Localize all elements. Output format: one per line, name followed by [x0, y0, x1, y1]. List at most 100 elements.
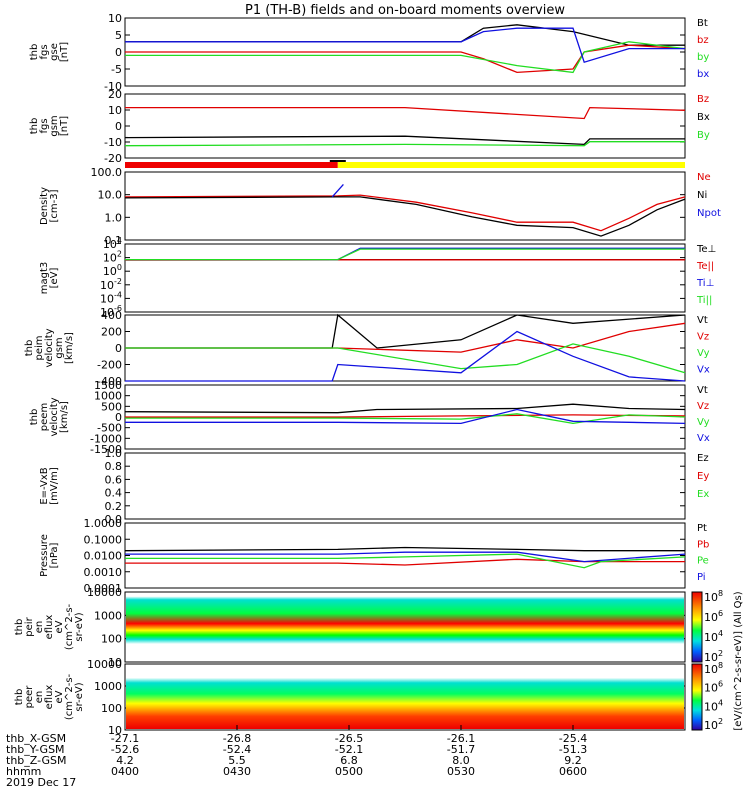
legend-entry: Te||	[696, 261, 714, 272]
x-axis-value: 0600	[559, 765, 587, 778]
y-tick-label: 1.0	[105, 447, 123, 460]
x-axis-value: 0500	[335, 765, 363, 778]
legend-entry: by	[697, 52, 709, 63]
y-tick-label: -20	[104, 152, 122, 165]
panel-peer_spectrogram: 10000 1000 100 10 thbpeerenefluxeV(cm^2-s-sr…	[14, 658, 723, 737]
colorbar-tick-label: 108	[704, 589, 723, 604]
x-axis-value: -25.4	[559, 732, 587, 745]
y-tick-label: 20	[108, 88, 122, 101]
colorbar-tick-label: 104	[704, 698, 723, 713]
y-axis-label: magt3[eV]	[39, 262, 60, 295]
colorbar-label: [eV/(cm^2-s-sr-eV)] (All Qs)	[733, 591, 744, 730]
figure-title: P1 (TH-B) fields and on-board moments ov…	[245, 3, 565, 18]
x-axis-row-label: thb_X-GSM	[6, 732, 66, 745]
legend-entry: Pt	[697, 523, 707, 534]
legend-entry: Vz	[697, 401, 709, 412]
y-tick-label: 0.1	[105, 234, 123, 247]
x-axis-value: 0400	[111, 765, 139, 778]
y-tick-label: 0.8	[105, 460, 123, 473]
series-by	[125, 41, 686, 74]
panel-pressure: 1.0000 0.1000 0.0100 0.0010 0.0001 Pressure[n…	[39, 517, 709, 595]
colorbar-tick-label: 108	[704, 661, 723, 676]
y-tick-label: 10.0	[98, 189, 123, 202]
y-axis-label: Density[cm-3]	[39, 187, 60, 225]
series-Ti||	[125, 248, 685, 261]
y-tick-label: 0.0100	[84, 550, 123, 563]
panel-frame	[124, 663, 686, 731]
legend-entry: Vt	[697, 385, 708, 396]
y-tick-label: 200	[101, 326, 122, 339]
series-Vy	[125, 343, 686, 374]
series-Npot	[331, 183, 344, 198]
y-axis-label: thbpeemvelocity[km/s]	[29, 397, 70, 436]
y-axis-label: thbfgsgse[nT]	[29, 42, 70, 62]
legend-entry: Bt	[697, 18, 708, 29]
y-tick-label: 0	[115, 342, 122, 355]
y-tick-label: 0.1000	[84, 533, 123, 546]
legend-entry: Npot	[697, 208, 721, 219]
x-axis-row-label: 2019 Dec 17	[6, 776, 76, 789]
legend-entry: Vx	[697, 365, 710, 376]
y-tick-label: -1000	[90, 432, 122, 445]
y-tick-label: -400	[97, 375, 122, 388]
legend-entry: Ne	[697, 172, 711, 183]
legend-entry: Vy	[697, 348, 710, 359]
y-tick-label: 0.4	[105, 487, 123, 500]
x-axis-row-label: thb_Y-GSM	[6, 743, 65, 756]
x-axis-value: -27.1	[111, 732, 139, 745]
y-tick-label: 0.2	[105, 500, 123, 513]
panel-fgs_gse: 10 5 0 -5 -10 thbfgsgse[nT] Bt bz by bx	[29, 12, 709, 93]
y-axis-label: Pressure[nPa]	[39, 534, 60, 577]
y-tick-label: 1500	[94, 379, 122, 392]
panel-frame	[124, 243, 686, 313]
y-tick-label: 102	[103, 250, 122, 265]
x-axis-value: 5.5	[228, 754, 246, 767]
y-axis-label: E=-VxB[mV/m]	[39, 467, 60, 505]
y-tick-label: -200	[97, 359, 122, 372]
colorbar-tick-label: 106	[704, 609, 723, 624]
legend-entry: Vy	[697, 417, 710, 428]
series-Vz	[125, 414, 686, 418]
x-axis-value: 9.2	[564, 754, 582, 767]
legend-entry: Ez	[697, 453, 709, 464]
series-Bz	[125, 106, 686, 120]
series-bz	[125, 44, 686, 74]
status-bar-segment	[125, 162, 338, 168]
y-axis-label: thbpeirenefluxeV(cm^2-s-sr-eV)	[14, 603, 85, 650]
colorbar-tick-label: 106	[704, 680, 723, 695]
y-tick-label: 400	[101, 309, 122, 322]
y-tick-label: 1000	[94, 680, 122, 693]
spectrogram-image	[126, 593, 684, 661]
panel-frame	[124, 171, 686, 241]
series-Pt	[124, 546, 685, 552]
x-axis-value: -52.6	[111, 743, 139, 756]
legend-entry: Te⊥	[696, 244, 716, 255]
panel-peir_spectrogram: 10000 1000 100 10 thbpeirenefluxeV(cm^2-s-sr…	[14, 586, 723, 669]
colorbar	[691, 663, 703, 731]
status-bar-marker	[329, 160, 346, 162]
y-tick-label: 0.0001	[84, 582, 123, 595]
y-axis-label: thbpeimvelocitygsm[km/s]	[24, 328, 75, 367]
legend-entry: Bz	[697, 94, 709, 105]
panel-density: 100.0 10.0 1.0 0.1 Density[cm-3] Ne Ni Npot	[39, 166, 721, 247]
legend-entry: By	[697, 130, 710, 141]
panel-fgs_gsm: 20 10 0 -10 -20 thbfgsgsm[nT] Bz Bx By	[29, 88, 710, 165]
x-axis-value: 8.0	[452, 754, 470, 767]
legend-entry: Pb	[697, 539, 709, 550]
y-tick-label: 1.0000	[84, 517, 123, 530]
series-Vx	[125, 408, 686, 425]
y-tick-label: -10	[104, 136, 122, 149]
y-tick-label: 0.0010	[84, 566, 123, 579]
y-tick-label: 500	[101, 400, 122, 413]
panel-bar	[125, 160, 685, 168]
panel-efield: 1.00.80.60.40.20.0 E=-VxB[mV/m] Ez Ey Ex	[39, 447, 709, 526]
y-tick-label: 100.0	[91, 166, 123, 179]
y-tick-label: 1000	[94, 609, 122, 622]
y-tick-label: 100	[103, 263, 122, 278]
series-Bx	[124, 135, 685, 146]
x-axis-value: 0430	[223, 765, 251, 778]
series-By	[124, 141, 685, 147]
